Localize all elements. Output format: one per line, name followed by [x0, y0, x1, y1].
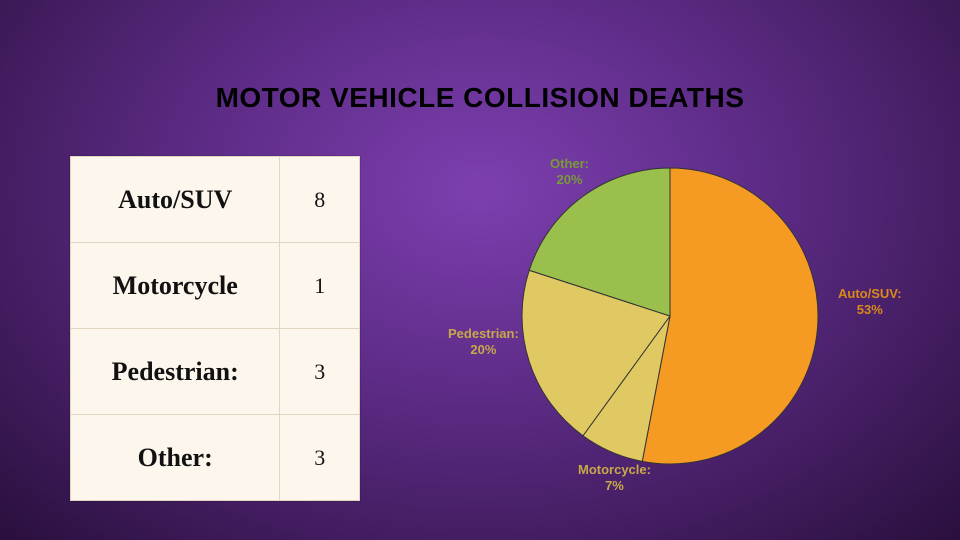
- pie-label-pct: 53%: [838, 302, 902, 318]
- data-table: Auto/SUV 8 Motorcycle 1 Pedestrian: 3 Ot…: [70, 156, 360, 501]
- pie-label-pct: 7%: [578, 478, 651, 494]
- row-label: Motorcycle: [71, 243, 280, 329]
- pie-label-text: Other:: [550, 156, 589, 171]
- row-label: Pedestrian:: [71, 329, 280, 415]
- pie-label-text: Pedestrian:: [448, 326, 519, 341]
- pie-label-text: Motorcycle:: [578, 462, 651, 477]
- table-row: Auto/SUV 8: [71, 157, 360, 243]
- row-value: 3: [280, 329, 360, 415]
- pie-label-motorcycle: Motorcycle: 7%: [578, 462, 651, 493]
- row-value: 3: [280, 415, 360, 501]
- page-title: MOTOR VEHICLE COLLISION DEATHS: [0, 82, 960, 114]
- pie-label-other: Other: 20%: [550, 156, 589, 187]
- row-value: 8: [280, 157, 360, 243]
- pie-label-pct: 20%: [550, 172, 589, 188]
- pie-label-pedestrian: Pedestrian: 20%: [448, 326, 519, 357]
- pie-chart: Other: 20% Auto/SUV: 53% Pedestrian: 20%…: [430, 156, 910, 496]
- pie-svg: [520, 166, 820, 466]
- table-row: Motorcycle 1: [71, 243, 360, 329]
- table-row: Other: 3: [71, 415, 360, 501]
- pie-label-text: Auto/SUV:: [838, 286, 902, 301]
- pie-label-pct: 20%: [448, 342, 519, 358]
- row-value: 1: [280, 243, 360, 329]
- row-label: Auto/SUV: [71, 157, 280, 243]
- table-row: Pedestrian: 3: [71, 329, 360, 415]
- row-label: Other:: [71, 415, 280, 501]
- pie-label-auto: Auto/SUV: 53%: [838, 286, 902, 317]
